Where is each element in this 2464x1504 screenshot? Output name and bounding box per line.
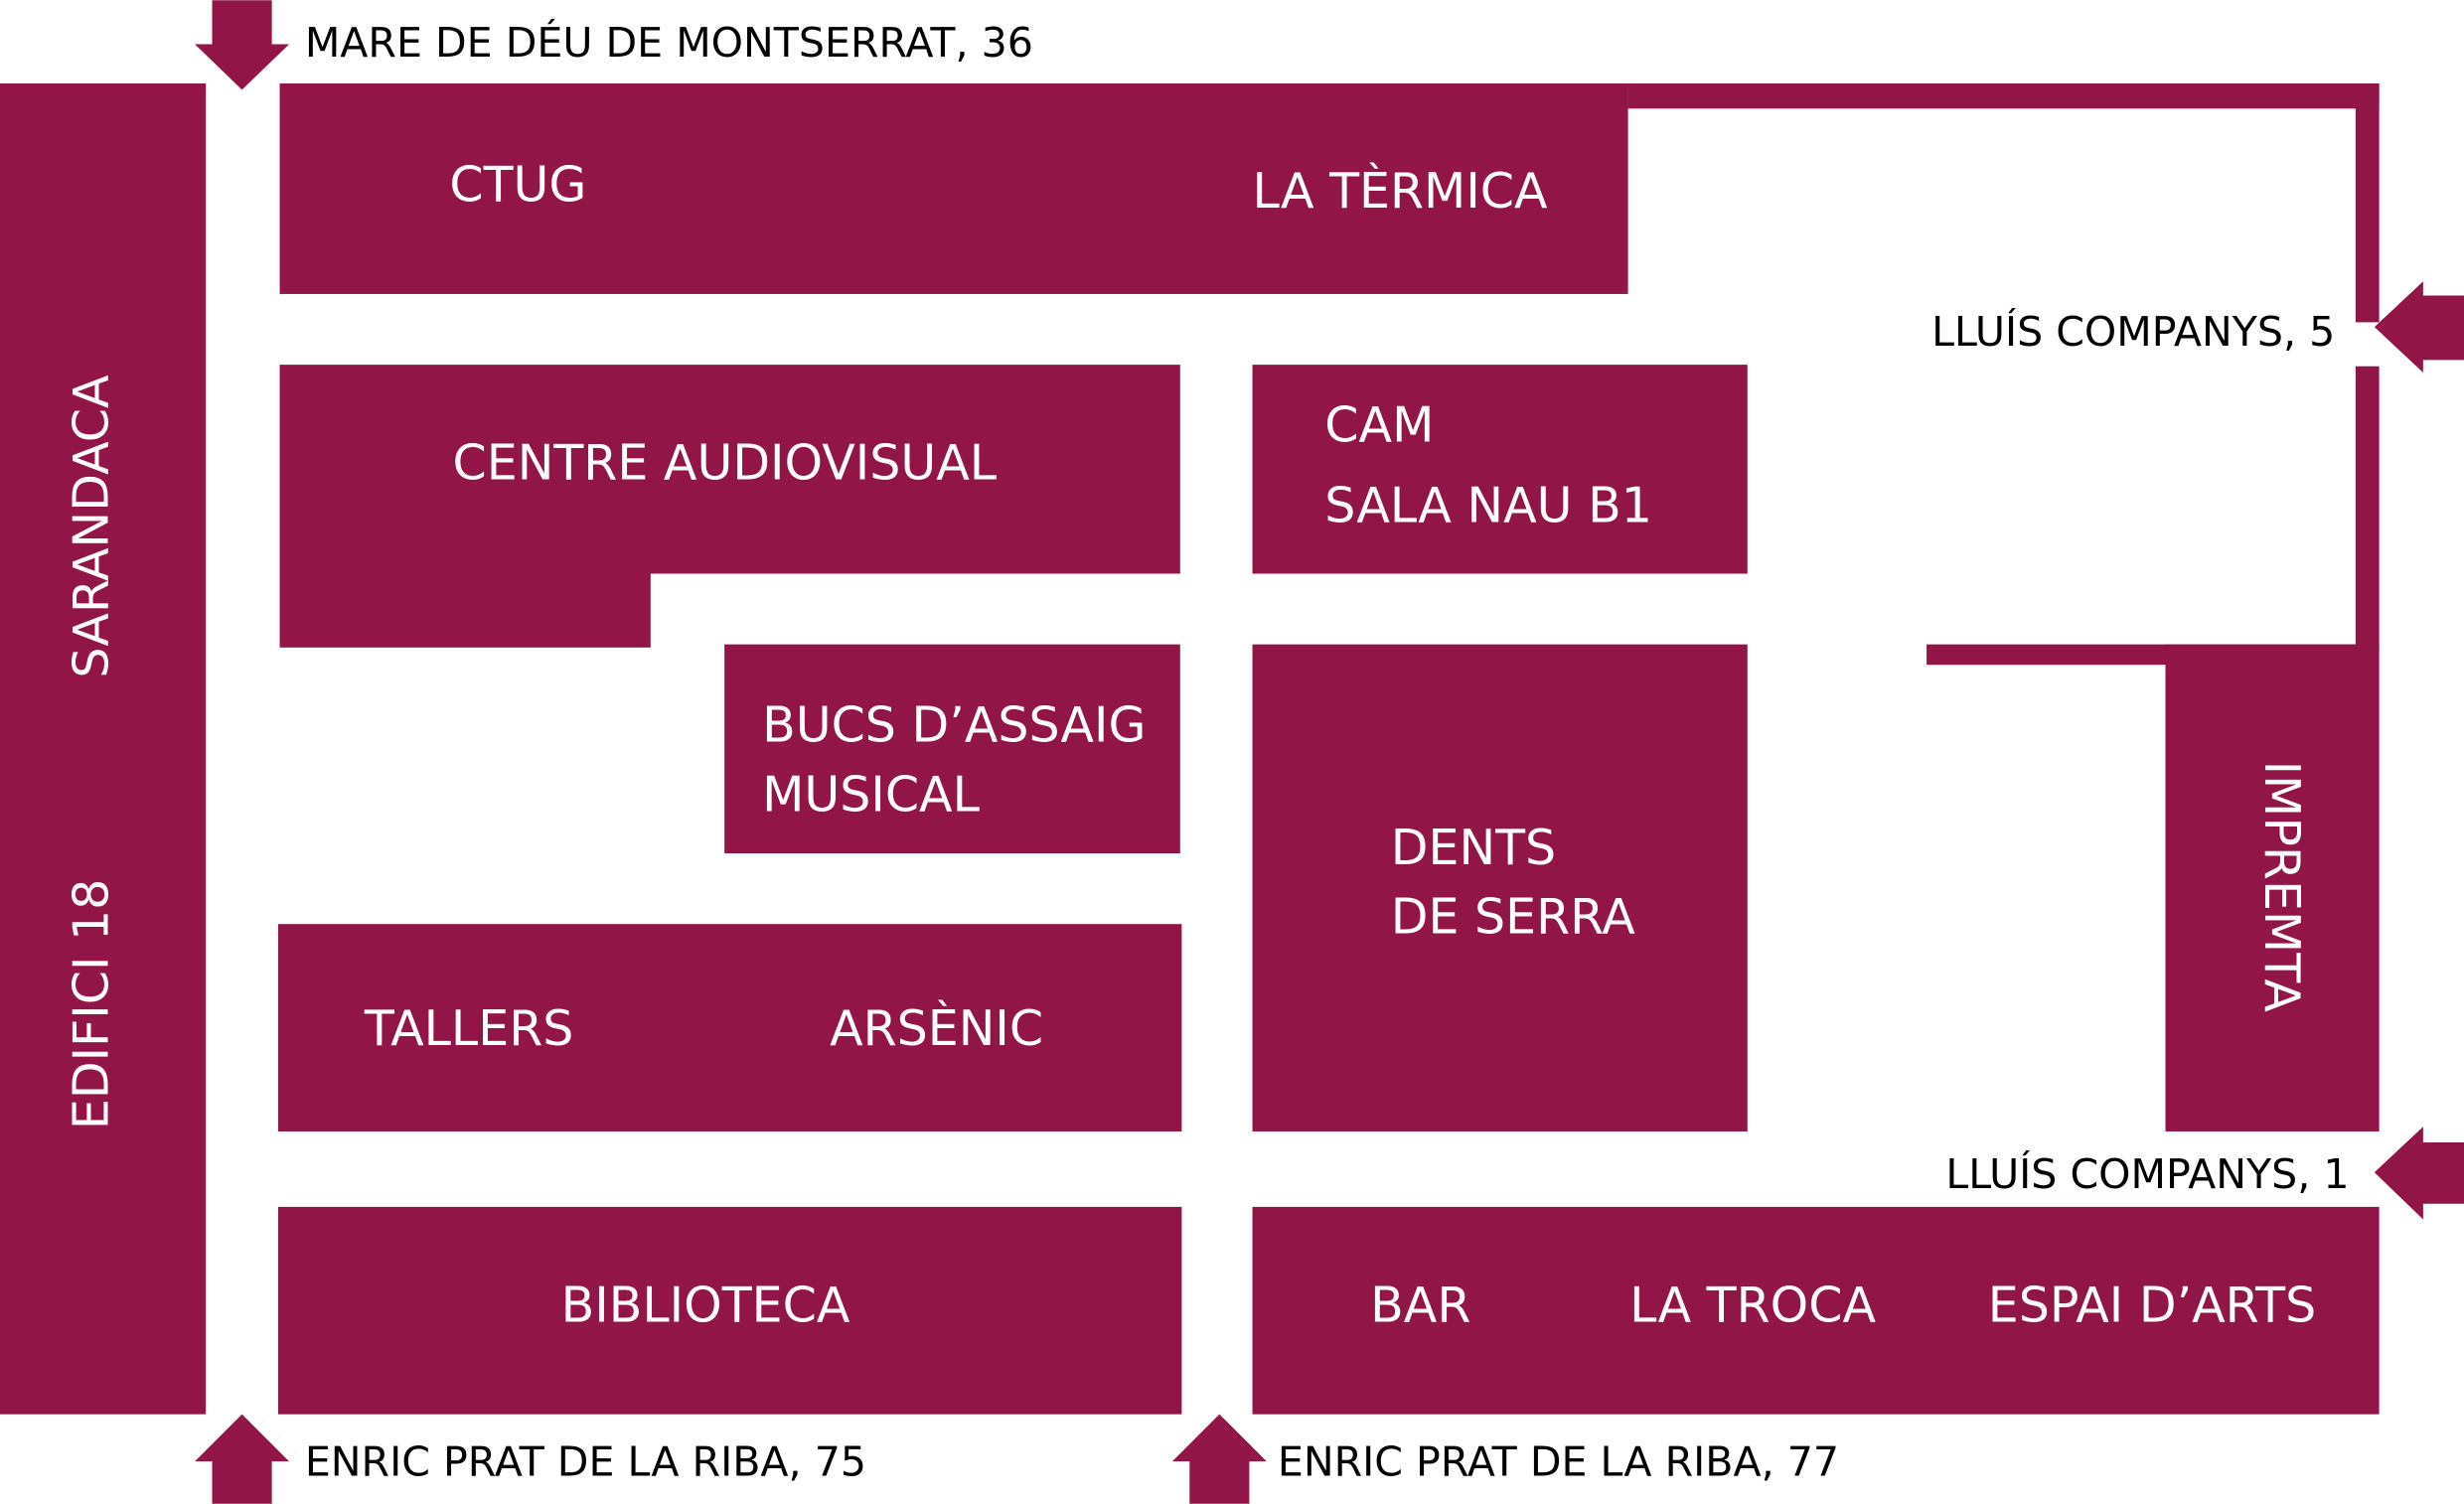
label-la-termica: LA TÈRMICA bbox=[1253, 161, 1548, 220]
building-sarandaca-edifici18 bbox=[0, 83, 207, 1415]
label-impremta: IMPREMTA bbox=[2253, 761, 2311, 1013]
entrance-enric-prat-77: ENRIC PRAT DE LA RIBA, 77 bbox=[1278, 1437, 1839, 1485]
building-centre-audiovisual-annex bbox=[279, 571, 651, 648]
wall-right-middle bbox=[2355, 366, 2380, 650]
building-biblioteca bbox=[277, 1206, 1182, 1415]
label-sarandaca: SARANDACA bbox=[62, 375, 119, 678]
arrow-left-icon bbox=[2374, 1127, 2464, 1220]
label-sala-nau-b1: SALA NAU B1 bbox=[1324, 476, 1652, 533]
building-ctug-termica bbox=[279, 83, 1628, 294]
building-dents-de-serra bbox=[1252, 644, 1748, 1131]
label-tallers: TALLERS bbox=[364, 999, 573, 1057]
label-cam: CAM bbox=[1324, 396, 1434, 454]
wall-right-upper bbox=[2355, 83, 2380, 323]
building-centre-audiovisual bbox=[279, 365, 1180, 574]
label-dents: DENTS bbox=[1391, 819, 1556, 876]
wall-top bbox=[1627, 83, 2380, 109]
building-impremta bbox=[2165, 644, 2380, 1131]
entrance-lluis-companys-1: LLUÍS COMPANYS, 1 bbox=[1945, 1150, 2349, 1198]
label-la-troca: LA TROCA bbox=[1629, 1276, 1876, 1333]
label-bar: BAR bbox=[1370, 1276, 1470, 1333]
arrow-up-icon bbox=[1171, 1414, 1267, 1504]
building-bucs-assaig bbox=[724, 644, 1180, 854]
entrance-mare-de-deu: MARE DE DÉU DE MONTSERRAT, 36 bbox=[305, 19, 1033, 67]
label-biblioteca: BIBLIOTECA bbox=[561, 1276, 850, 1333]
label-de-serra: DE SERRA bbox=[1391, 888, 1636, 946]
entrance-enric-prat-75: ENRIC PRAT DE LA RIBA, 75 bbox=[305, 1437, 866, 1485]
building-tallers-arsenic bbox=[277, 924, 1182, 1131]
arrow-down-icon bbox=[195, 0, 290, 90]
building-bar-troca-espai bbox=[1252, 1206, 2380, 1415]
label-musical: MUSICAL bbox=[762, 765, 980, 823]
entrance-lluis-companys-5: LLUÍS COMPANYS, 5 bbox=[1931, 308, 2335, 356]
arrow-up-icon bbox=[195, 1414, 290, 1504]
building-cam-sala-nau bbox=[1252, 365, 1748, 574]
label-centre-audiovisual: CENTRE AUDIOVISUAL bbox=[453, 434, 998, 492]
label-edifici-18: EDIFICI 18 bbox=[62, 879, 119, 1129]
arrow-left-icon bbox=[2374, 281, 2464, 374]
label-espai-darts: ESPAI D’ARTS bbox=[1988, 1276, 2316, 1333]
label-bucs-assaig: BUCS D’ASSAIG bbox=[762, 696, 1146, 754]
label-ctug: CTUG bbox=[449, 156, 586, 214]
label-arsenic: ARSÈNIC bbox=[830, 998, 1043, 1057]
